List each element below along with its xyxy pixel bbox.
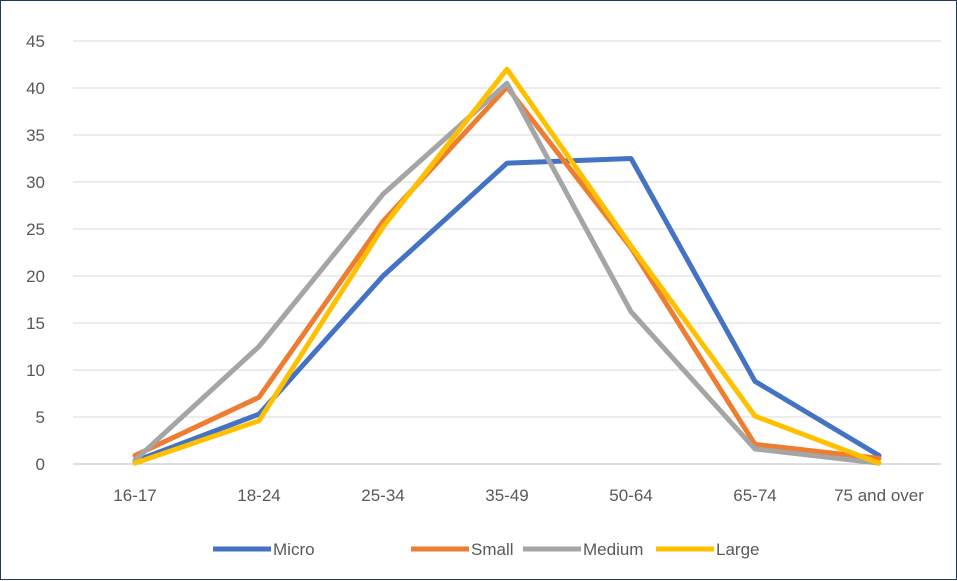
x-tick-label: 65-74 — [733, 486, 776, 505]
y-tick-label: 0 — [36, 455, 45, 474]
y-tick-label: 25 — [26, 220, 45, 239]
x-tick-label: 35-49 — [485, 486, 528, 505]
series-line-micro — [132, 156, 882, 464]
x-tick-label: 75 and over — [834, 486, 924, 505]
y-tick-label: 45 — [26, 32, 45, 51]
legend-label-medium: Medium — [583, 540, 643, 559]
x-tick-label: 50-64 — [609, 486, 652, 505]
x-tick-label: 25-34 — [361, 486, 404, 505]
x-tick-label: 18-24 — [237, 486, 280, 505]
y-tick-label: 40 — [26, 79, 45, 98]
y-tick-label: 10 — [26, 361, 45, 380]
series-line-large — [132, 66, 882, 466]
x-tick-label: 16-17 — [113, 486, 156, 505]
legend: Micro Small Medium Large — [213, 540, 759, 559]
y-tick-label: 35 — [26, 126, 45, 145]
y-tick-label: 20 — [26, 267, 45, 286]
series-line-small — [132, 84, 882, 461]
y-tick-label: 30 — [26, 173, 45, 192]
y-axis-ticks: 0 5 10 15 20 25 30 35 40 45 — [26, 32, 45, 474]
legend-label-large: Large — [716, 540, 759, 559]
y-tick-label: 15 — [26, 314, 45, 333]
x-axis-ticks: 16-17 18-24 25-34 35-49 50-64 65-74 75 and ove… — [113, 486, 924, 505]
legend-label-micro: Micro — [273, 540, 315, 559]
y-tick-label: 5 — [36, 408, 45, 427]
series-lines — [132, 66, 882, 466]
series-line-medium — [132, 80, 882, 466]
legend-label-small: Small — [471, 540, 514, 559]
